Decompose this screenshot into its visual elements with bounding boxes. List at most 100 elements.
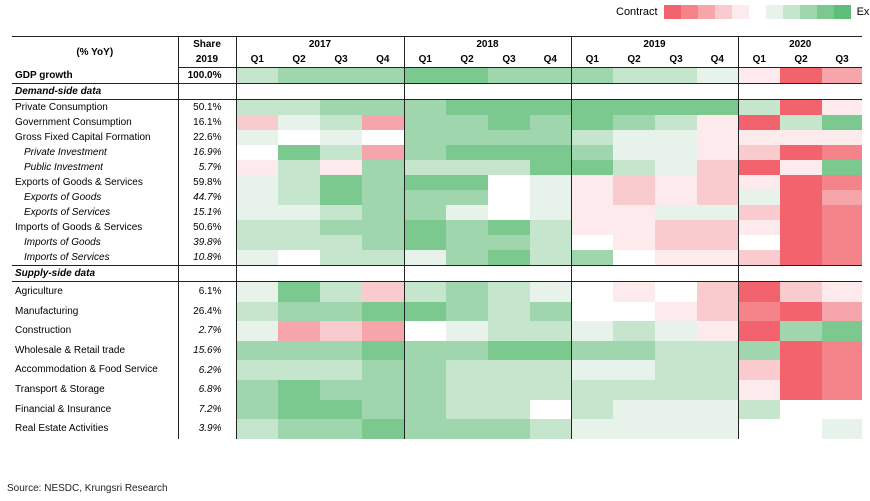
heat-cell (235, 160, 278, 175)
section-cell (320, 83, 362, 100)
heat-cell (278, 99, 320, 115)
heat-cell (780, 115, 822, 130)
table-row: Accommodation & Food Service 6.2% (12, 360, 862, 380)
heat-cell (488, 99, 530, 115)
row-label: Financial & Insurance (15, 403, 112, 415)
heat-cell (570, 235, 613, 250)
heat-cell (278, 205, 320, 220)
heat-cell (822, 130, 862, 145)
heat-cell (613, 281, 655, 302)
heat-cell (737, 379, 780, 400)
legend-swatches (663, 5, 851, 19)
legend-swatch (714, 5, 732, 19)
heat-cell (320, 205, 362, 220)
row-label: Exports of Services (24, 207, 111, 218)
heat-cell (362, 399, 404, 420)
section-cell (446, 265, 488, 282)
source-note: Source: NESDC, Krungsri Research (7, 483, 168, 494)
heat-cell (737, 175, 780, 190)
section-cell (488, 83, 530, 100)
heat-cell (570, 301, 613, 322)
row-share: 6.1% (177, 281, 236, 302)
heat-cell (362, 145, 404, 160)
heat-cell (320, 301, 362, 322)
heat-cell (737, 281, 780, 302)
heat-cell (446, 379, 488, 400)
heat-cell (446, 130, 488, 145)
heat-cell (780, 301, 822, 322)
row-label: Construction (15, 325, 72, 337)
heat-cell (235, 145, 278, 160)
heat-cell (737, 205, 780, 220)
heat-cell (530, 399, 571, 420)
row-share: 10.8% (177, 250, 236, 266)
heat-cell (570, 130, 613, 145)
table-row: Wholesale & Retail trade 15.6% (12, 340, 862, 361)
header-quarter: Q3 (822, 52, 862, 68)
heat-cell (362, 220, 404, 235)
header-year-2020: 2020 (737, 36, 862, 52)
row-label: Manufacturing (15, 305, 79, 317)
heat-cell (235, 175, 278, 190)
section-cell (822, 265, 862, 282)
table-row: Financial & Insurance 7.2% (12, 399, 862, 420)
heat-cell (403, 250, 446, 266)
heat-cell (822, 145, 862, 160)
heat-cell (488, 205, 530, 220)
heat-cell (655, 99, 697, 115)
heat-cell (613, 301, 655, 322)
heat-cell (697, 145, 738, 160)
row-share: 6.2% (177, 360, 236, 380)
heat-cell (737, 160, 780, 175)
heat-cell (320, 175, 362, 190)
heat-cell (320, 379, 362, 400)
section-cell (737, 83, 780, 100)
heat-cell (488, 130, 530, 145)
heat-cell (488, 360, 530, 380)
heat-cell (530, 360, 571, 380)
heat-cell (613, 340, 655, 361)
heat-cell (655, 175, 697, 190)
heat-cell (655, 321, 697, 341)
heat-cell (655, 160, 697, 175)
heat-cell (278, 130, 320, 145)
heat-cell (780, 399, 822, 420)
row-label: GDP growth (12, 67, 178, 84)
heat-cell (697, 115, 738, 130)
heat-cell (403, 205, 446, 220)
heat-cell (446, 321, 488, 341)
heat-cell (235, 205, 278, 220)
heat-cell (235, 250, 278, 266)
heat-cell (235, 190, 278, 205)
heat-cell (235, 379, 278, 400)
heat-cell (446, 220, 488, 235)
heat-cell (530, 235, 571, 250)
heat-cell (278, 145, 320, 160)
heat-cell (737, 419, 780, 439)
table-row: Gross Fixed Capital Formation 22.6% (12, 130, 862, 145)
heat-cell (320, 340, 362, 361)
header-quarter: Q1 (403, 52, 446, 68)
heat-cell (655, 340, 697, 361)
heat-cell (446, 399, 488, 420)
section-row: Supply-side data (12, 265, 862, 282)
section-row: Demand-side data (12, 83, 862, 100)
header-share-year: 2019 (177, 52, 236, 68)
section-cell (570, 265, 613, 282)
row-share: 5.7% (177, 160, 236, 175)
section-cell (488, 265, 530, 282)
heat-cell (362, 67, 404, 84)
heat-cell (446, 145, 488, 160)
heat-cell (697, 360, 738, 380)
heat-cell (780, 220, 822, 235)
heat-cell (613, 175, 655, 190)
heat-cell (320, 419, 362, 439)
row-share: 44.7% (177, 190, 236, 205)
heat-cell (780, 250, 822, 266)
heat-cell (362, 99, 404, 115)
heat-cell (655, 379, 697, 400)
heat-cell (235, 220, 278, 235)
heat-cell (613, 205, 655, 220)
heat-cell (278, 250, 320, 266)
heat-cell (822, 99, 862, 115)
